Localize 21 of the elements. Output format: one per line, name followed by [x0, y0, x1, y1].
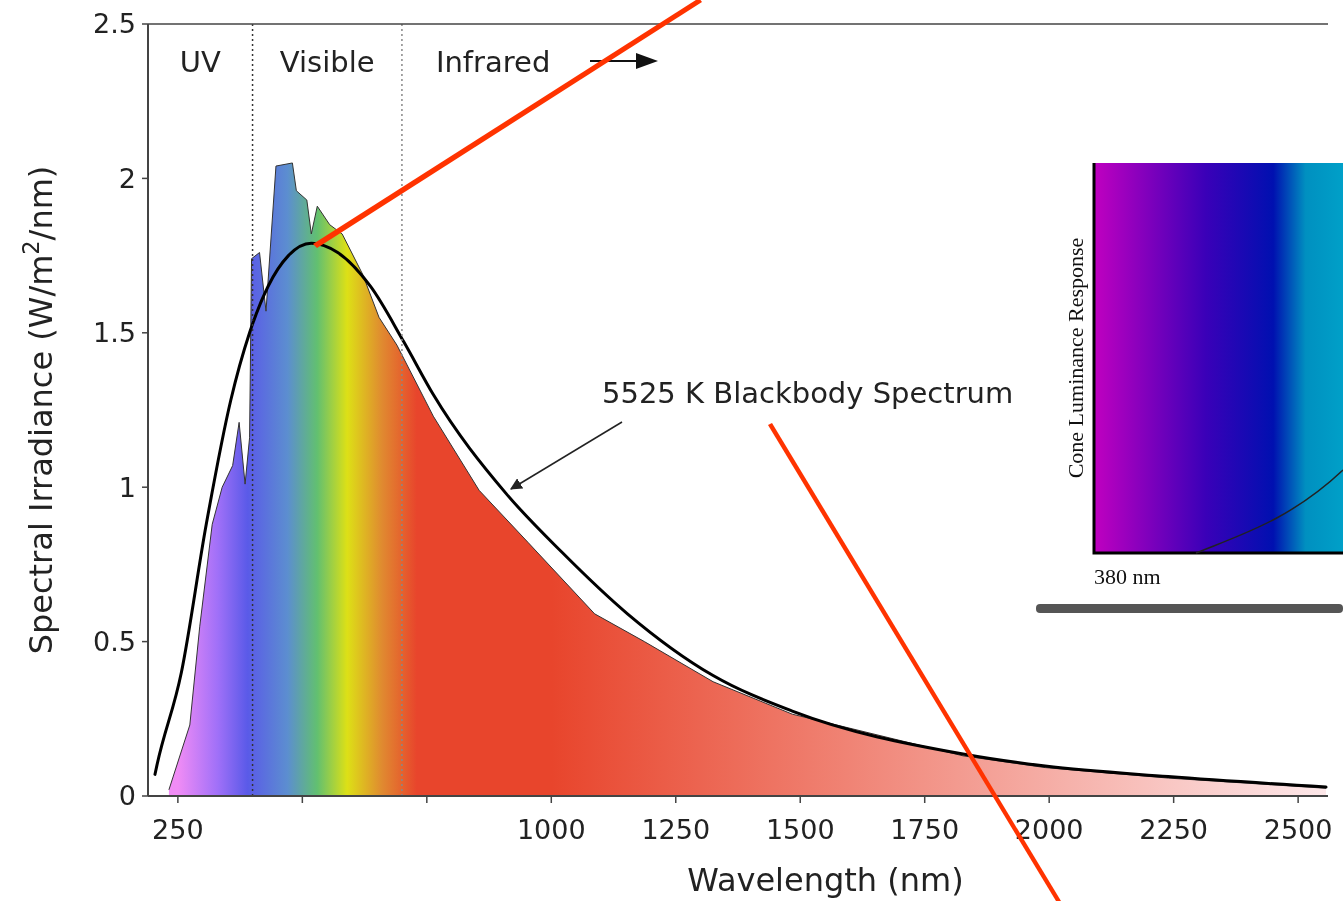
x-tick-label: 1000: [516, 814, 586, 845]
x-tick-label: 1500: [765, 814, 835, 845]
x-axis-title: Wavelength (nm): [687, 861, 964, 899]
y-tick-label: 0.5: [93, 626, 136, 658]
y-tick-label: 2.5: [93, 8, 136, 40]
y-tick-label: 0: [118, 780, 136, 812]
y-tick-label: 2: [118, 162, 136, 194]
annotation: Infrared: [435, 45, 551, 79]
annotation: 5525 K Blackbody Spectrum: [602, 376, 1014, 410]
x-tick-label: 2000: [1014, 814, 1084, 845]
annotation: Visible: [279, 45, 375, 79]
annotation: 380 nm: [1094, 564, 1161, 589]
x-tick-label: 250: [152, 814, 204, 845]
y-tick-label: 1: [118, 471, 136, 503]
x-tick-label: 1750: [890, 814, 960, 845]
x-tick-label: 2250: [1139, 814, 1209, 845]
x-tick-label: 1250: [641, 814, 711, 845]
annotation: UV: [179, 45, 221, 79]
annotation: Cone Luminance Response: [1063, 237, 1088, 479]
x-tick-label: 2500: [1263, 814, 1333, 845]
y-tick-label: 1.5: [93, 317, 136, 349]
